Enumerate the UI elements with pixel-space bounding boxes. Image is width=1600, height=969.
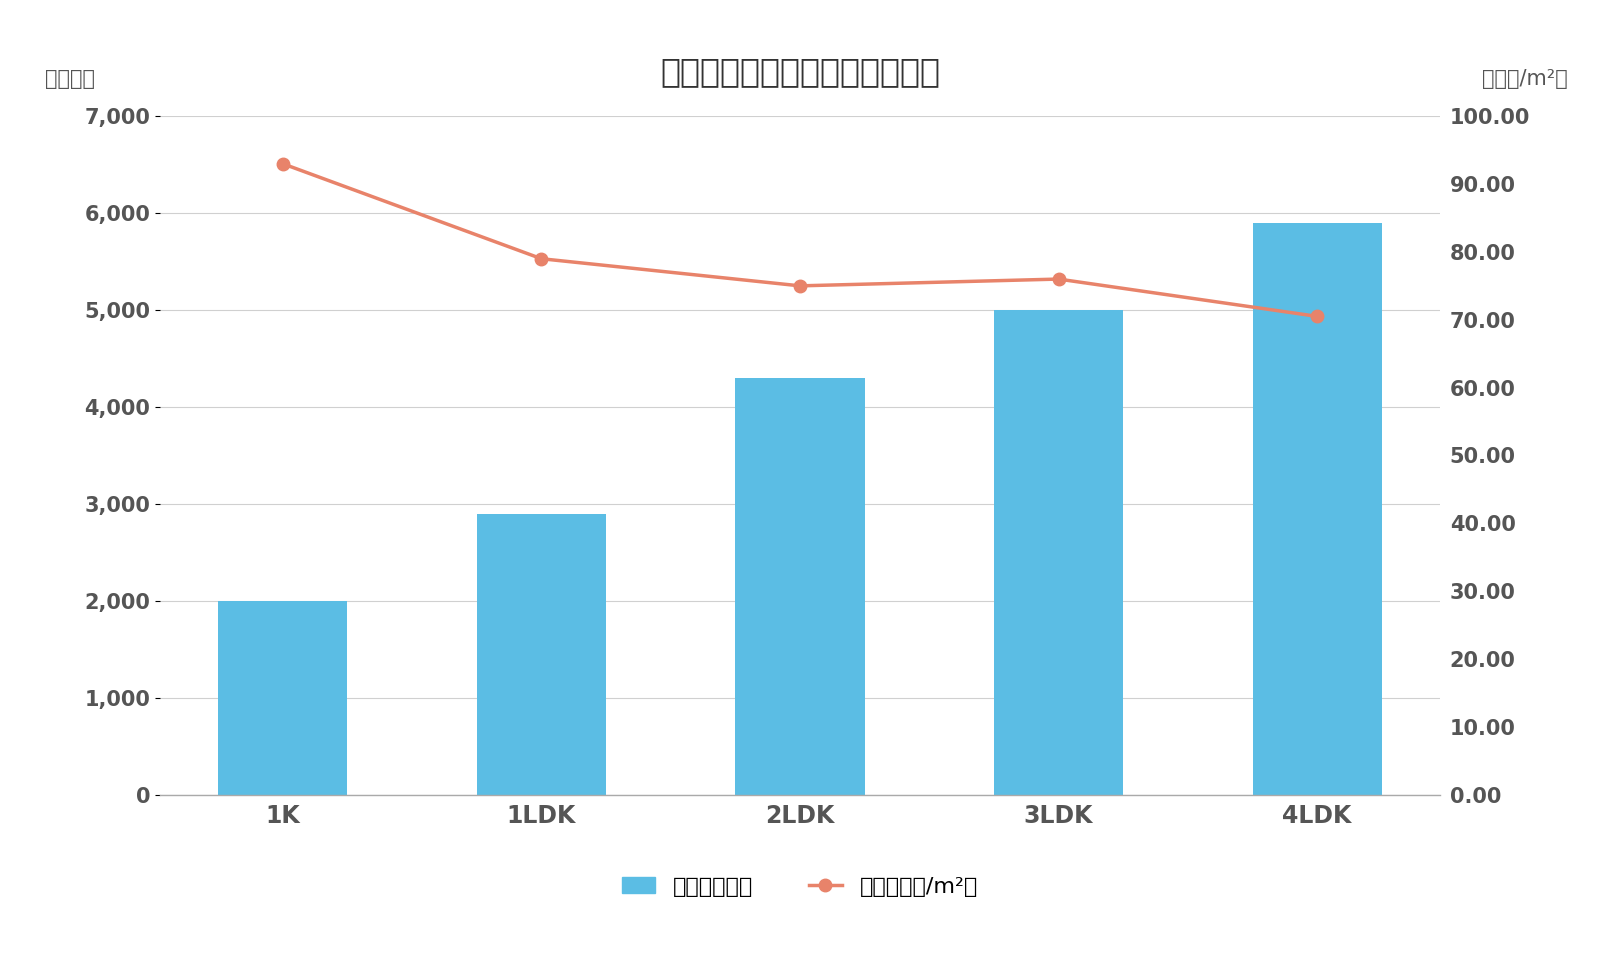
Text: （万円/m²）: （万円/m²） xyxy=(1482,69,1568,89)
Title: 練馬区間取り別マンション価格: 練馬区間取り別マンション価格 xyxy=(661,55,941,88)
Bar xyxy=(736,378,864,795)
Bar xyxy=(994,310,1123,795)
Text: （万円）: （万円） xyxy=(45,69,94,89)
Bar xyxy=(477,514,606,795)
Bar xyxy=(218,601,347,795)
Legend: 価格（万円）, 単価（万円/m²）: 価格（万円）, 単価（万円/m²） xyxy=(613,868,987,906)
Bar xyxy=(1253,223,1382,795)
